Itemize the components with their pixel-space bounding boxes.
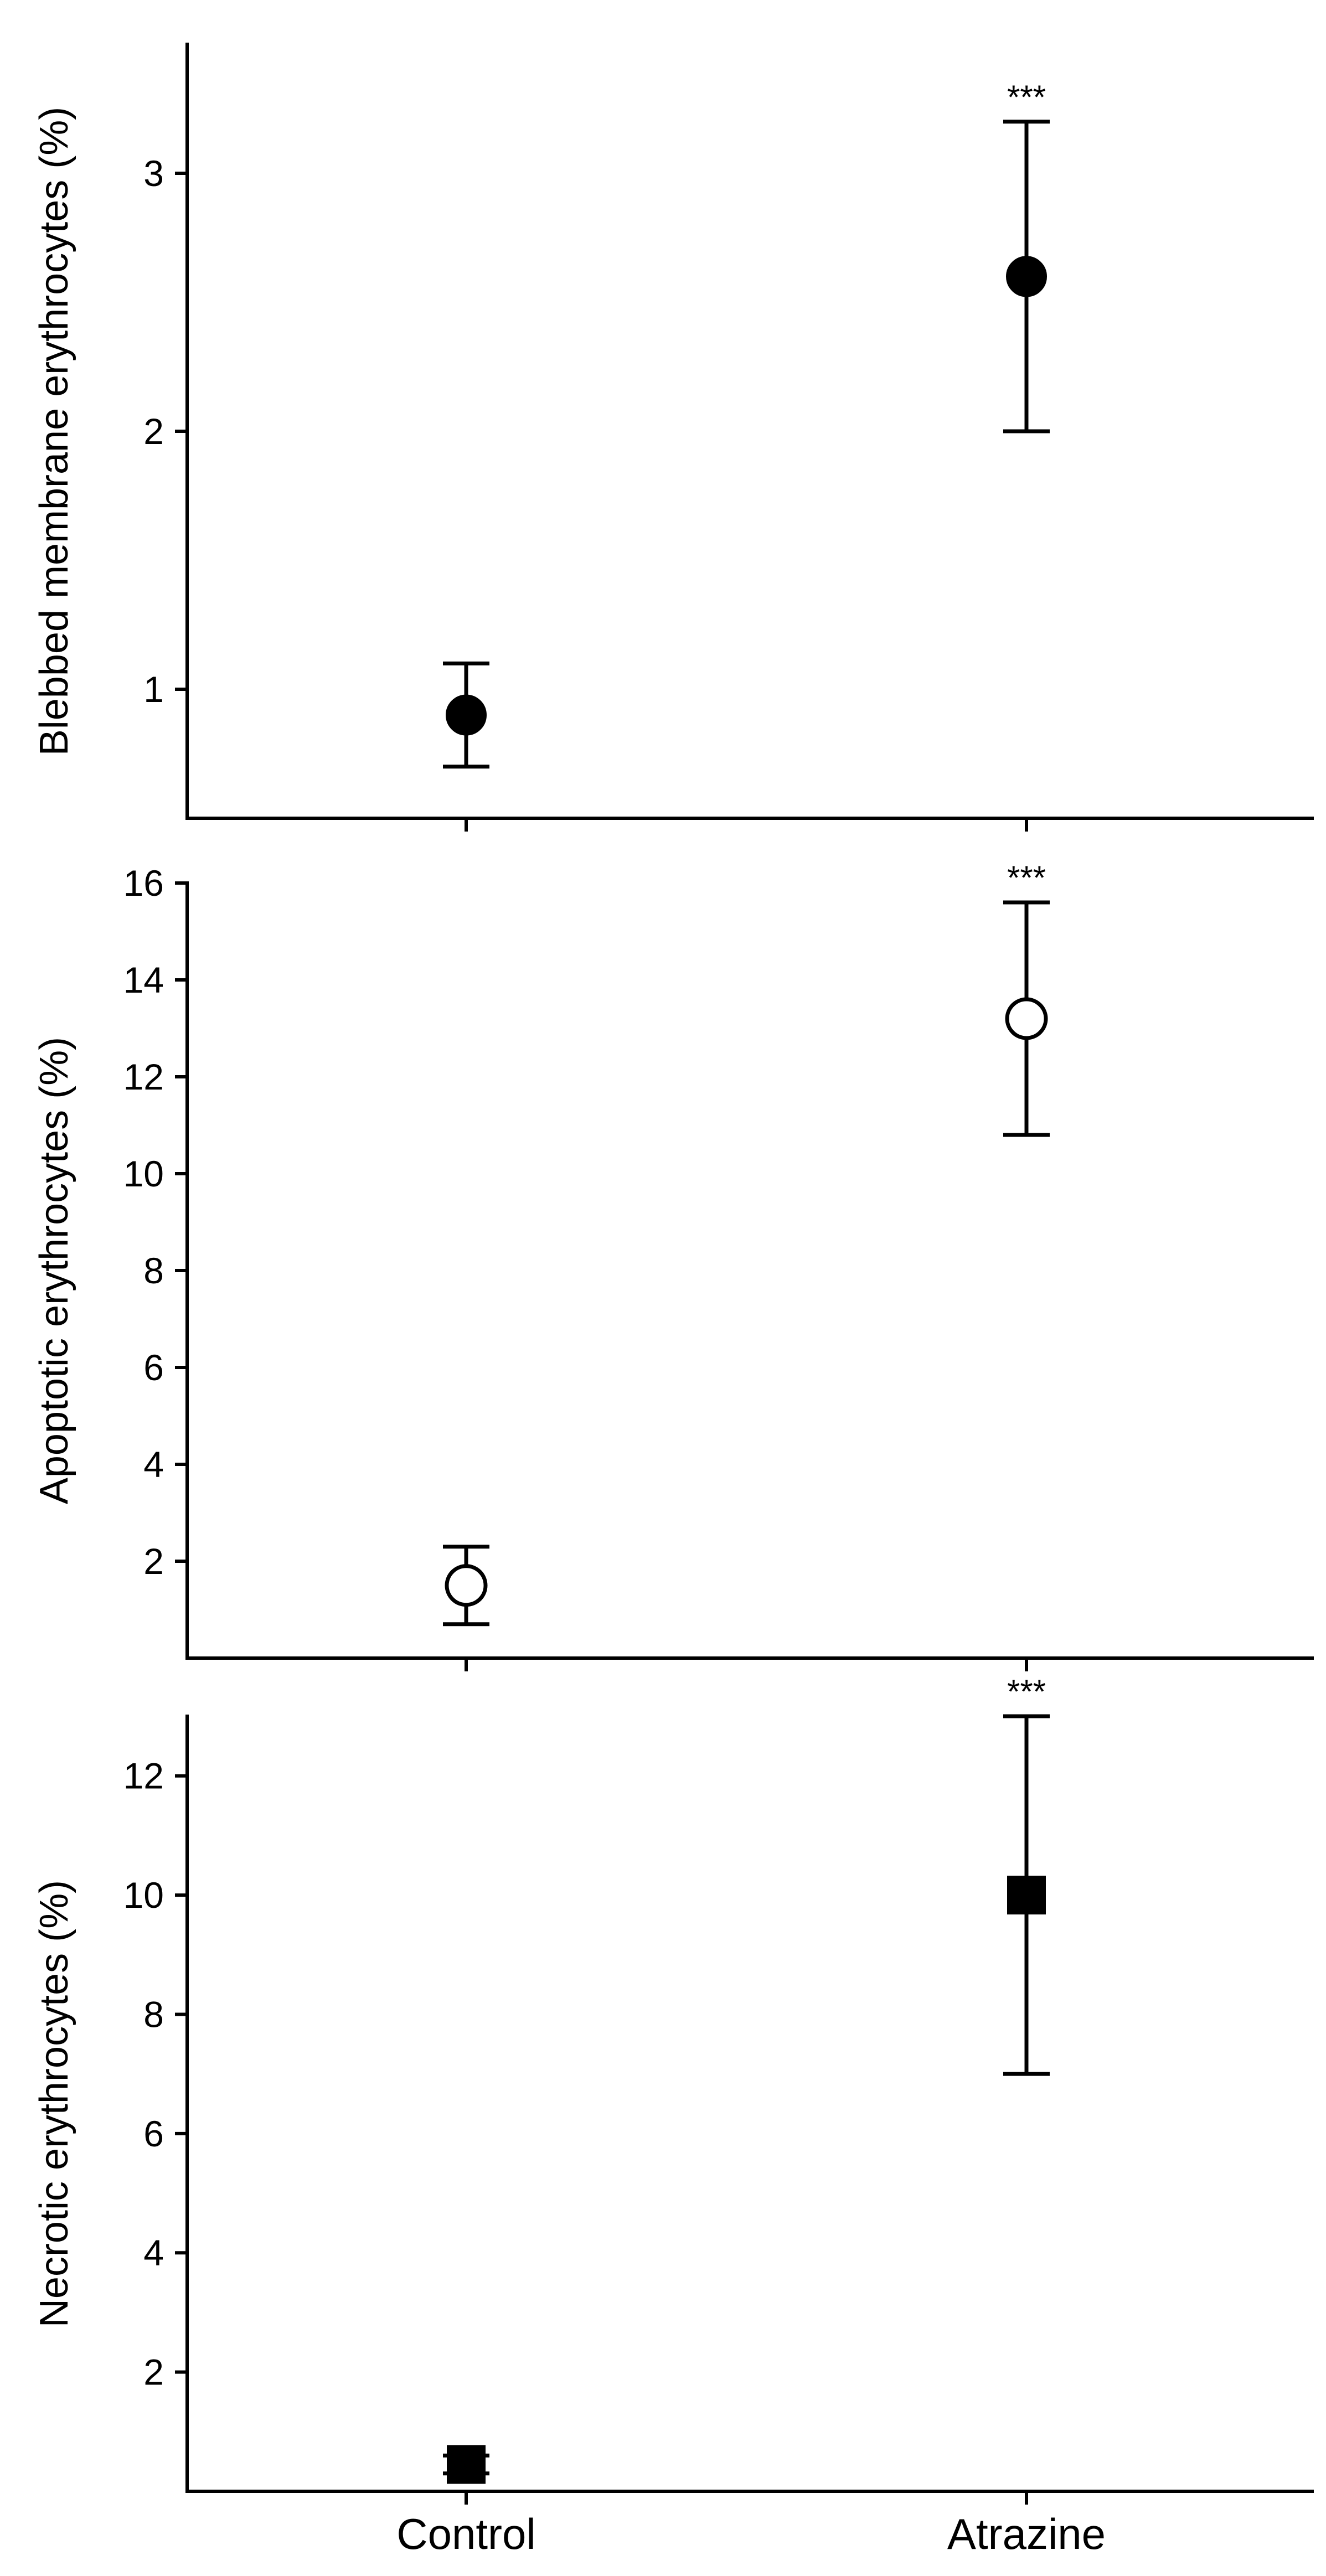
y-tick-label: 3 [143,153,164,194]
y-tick-label: 2 [143,2352,164,2393]
y-tick-label: 2 [143,411,164,452]
y-tick-label: 12 [123,1756,164,1797]
x-tick-label-control: Control [396,2510,535,2558]
y-tick-label: 16 [123,863,164,904]
y-tick-label: 4 [143,1444,164,1485]
chart-panel-3: 2 4 6 8 10 12 Necrotic erythrocytes (%) *** Cont… [32,1673,1314,2558]
significance-marker: *** [1007,1673,1046,1710]
data-point-atrazine [1006,256,1047,297]
data-point-control [447,2445,486,2484]
y-tick-label: 8 [143,1250,164,1291]
significance-marker: *** [1007,859,1046,896]
y-tick-label: 10 [123,1153,164,1194]
y-tick-label: 12 [123,1056,164,1097]
data-point-control [446,694,487,736]
y-tick-label: 14 [123,959,164,1000]
y-axis-label: Apoptotic erythrocytes (%) [32,1037,76,1504]
data-point-atrazine [1007,1876,1046,1915]
y-tick-label: 6 [143,2113,164,2154]
x-tick-label-atrazine: Atrazine [947,2510,1106,2558]
y-axis-label: Necrotic erythrocytes (%) [32,1880,76,2327]
y-tick-label: 6 [143,1347,164,1388]
y-tick-label: 2 [143,1541,164,1582]
significance-marker: *** [1007,79,1046,116]
y-axis-label: Blebbed membrane erythrocytes (%) [32,107,76,756]
y-tick-label: 1 [143,669,164,710]
data-point-atrazine [1005,997,1048,1040]
y-tick-label: 10 [123,1875,164,1916]
data-point-control [445,1564,488,1607]
y-tick-label: 4 [143,2232,164,2273]
chart-panel-1: 1 2 3 Blebbed membrane erythrocytes (%) *** [32,43,1314,832]
y-tick-label: 8 [143,1994,164,2035]
chart-panel-2: 2 4 6 8 10 12 14 16 Apoptotic erythrocytes (%) **… [32,859,1314,1671]
